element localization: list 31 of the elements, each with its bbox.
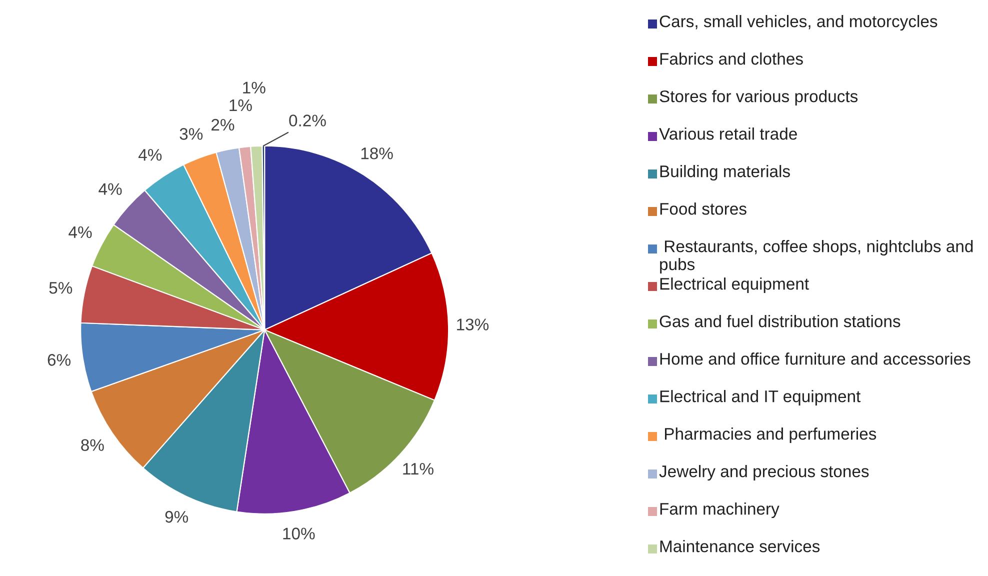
data-label: 3% bbox=[180, 128, 203, 140]
legend-label: Various retail trade bbox=[659, 128, 797, 140]
data-label: 5% bbox=[49, 282, 72, 294]
legend-label: Home and office furniture and accessories bbox=[660, 352, 970, 365]
data-label: 0.2% bbox=[289, 114, 326, 126]
legend-label: Food stores bbox=[660, 202, 746, 215]
legend-label: Cars, small vehicles, and motorcycles bbox=[660, 15, 938, 31]
data-label: 1% bbox=[243, 82, 266, 94]
data-label: 6% bbox=[48, 354, 71, 366]
data-label: 10% bbox=[283, 528, 315, 540]
legend-label: Restaurants, coffee shops, nightclubs and pubs bbox=[660, 240, 973, 274]
legend-label: Farm machinery bbox=[660, 502, 780, 518]
data-label: 11% bbox=[403, 462, 434, 475]
legend-label: Stores for various products bbox=[660, 90, 858, 106]
data-label: 13% bbox=[457, 318, 489, 330]
legend-label: Maintenance services bbox=[660, 540, 820, 552]
legend-label: Fabrics and clothes bbox=[660, 52, 803, 65]
data-label: 4% bbox=[68, 226, 92, 238]
legend-label: Electrical equipment bbox=[660, 278, 809, 294]
legend-label: Pharmacies and perfumeries bbox=[665, 428, 876, 444]
legend-label: Electrical and IT equipment bbox=[660, 390, 861, 406]
data-label: 8% bbox=[81, 439, 104, 451]
legend-label: Building materials bbox=[660, 165, 790, 181]
legend-label: Jewelry and precious stones bbox=[659, 465, 869, 481]
data-label: 2% bbox=[212, 118, 234, 131]
data-label: 4% bbox=[98, 183, 122, 195]
data-label: 18% bbox=[361, 148, 393, 160]
data-label: 9% bbox=[165, 510, 188, 523]
legend-label: Gas and fuel distribution stations bbox=[660, 315, 900, 328]
data-label: 4% bbox=[138, 149, 162, 161]
data-label: 1% bbox=[230, 99, 252, 112]
